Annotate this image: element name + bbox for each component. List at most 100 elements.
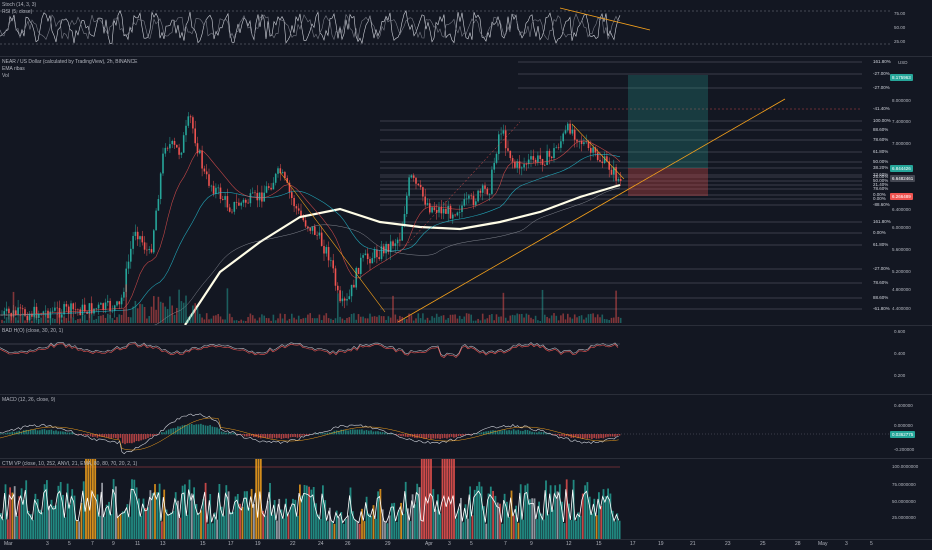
price-tick: 6.400000 (892, 207, 911, 212)
fib-level-label: 88.60% (873, 295, 889, 300)
ctm-canvas (0, 459, 621, 539)
ctm-line (0, 488, 620, 524)
time-axis-label: Apr (425, 541, 433, 547)
pane-separator[interactable] (0, 325, 932, 326)
time-axis-label: May (818, 541, 828, 547)
macd-value-badge: 0.0362775 (890, 431, 916, 438)
time-axis-label: 3 (448, 541, 451, 547)
ctm-tick: 100.0000000 (892, 464, 919, 469)
long-position-target-zone[interactable] (628, 75, 708, 168)
macd-signal-line (0, 417, 619, 451)
time-axis-label: 24 (318, 541, 324, 547)
price-tick: 7.400000 (892, 119, 911, 124)
time-axis-label: 28 (795, 541, 801, 547)
ema-200-line (184, 183, 621, 325)
volume-legend[interactable]: Vol (2, 73, 9, 79)
fib-level-label: -27.00% (873, 85, 890, 90)
fib-level-label: -27.00% (873, 71, 890, 76)
pane-separator[interactable] (0, 539, 932, 540)
stoch-tick-25: 25.00 (894, 39, 906, 44)
stoch-tick-75: 75.00 (894, 11, 906, 16)
bad-indicator-canvas (0, 341, 620, 358)
stoch-legend-line: Stoch (14, 3, 3) (2, 2, 37, 8)
time-axis-label: 3 (845, 541, 848, 547)
price-chart-pane[interactable]: NEAR / US Dollar (calculated by TradingV… (0, 57, 891, 325)
fib-level-label: -41.40% (873, 106, 890, 111)
price-chart-canvas (0, 61, 862, 325)
time-axis-label: 17 (630, 541, 636, 547)
fib-level-label: 0.00% (873, 196, 886, 201)
macd-tick: 0.000000 (894, 423, 913, 428)
price-tick: 8.000000 (892, 98, 911, 103)
macd-legend[interactable]: MACD (12, 26, close, 9) (2, 397, 56, 403)
ctm-scale[interactable]: 100.0000000 75.0000000 50.0000000 25.000… (890, 459, 932, 539)
time-axis-label: 5 (870, 541, 873, 547)
price-tick: 5.200000 (892, 269, 911, 274)
time-axis-label: 5 (68, 541, 71, 547)
time-axis-label: 13 (160, 541, 166, 547)
price-tick: 4.400000 (892, 306, 911, 311)
fib-level-label: -88.60% (873, 202, 890, 207)
time-axis-label: 19 (658, 541, 664, 547)
stoch-rsi-scale[interactable]: 75.00 50.00 25.00 (890, 0, 932, 56)
candlestick-series (1, 112, 622, 325)
ema-legend[interactable]: EMA ribas (2, 66, 25, 72)
fib-level-label: 61.80% (873, 149, 889, 154)
price-tick: 5.600000 (892, 247, 911, 252)
time-axis[interactable]: Mar 3 5 7 9 11 13 15 17 19 22 24 26 29 Apr 3 5 7 9 12 15 17 19… (0, 539, 890, 550)
macd-histogram (0, 423, 621, 445)
stoch-d-line (0, 13, 621, 41)
time-axis-label: 9 (112, 541, 115, 547)
stoch-rsi-pane[interactable]: Stoch (14, 3, 3) RSI (5, close) (0, 0, 890, 56)
fib-level-label: 100.00% (873, 118, 891, 123)
fib-level-label: -27.00% (873, 266, 890, 271)
macd-pane[interactable]: MACD (12, 26, close, 9) (0, 395, 890, 458)
fib-level-label: 21.40% (873, 182, 889, 187)
ascending-trendline[interactable] (397, 98, 786, 323)
bad-line (0, 341, 619, 357)
stoch-trendline (559, 7, 651, 31)
ctm-legend[interactable]: CTM VP (close, 10, 252, ANVI, 21, EMA, 8… (2, 461, 138, 467)
pane-separator[interactable] (0, 394, 932, 395)
macd-tick: -0.200000 (894, 447, 915, 452)
entry-price-badge: 6.6482461 (890, 175, 916, 182)
macd-scale[interactable]: 0.400000 0.000000 0.0362775 -0.200000 (890, 395, 932, 458)
fib-retracement-lines (380, 61, 862, 310)
stop-price-badge: 6.266489 (890, 193, 913, 200)
volume-bars (1, 284, 622, 323)
descending-trendline-1[interactable] (279, 171, 386, 313)
fib-level-label: 78.60% (873, 186, 889, 191)
pane-separator[interactable] (0, 458, 932, 459)
descending-trendline-2[interactable] (571, 123, 625, 180)
fib-level-label: 38.20% (873, 165, 889, 170)
time-axis-label: 7 (504, 541, 507, 547)
fib-level-label: 50.00% (873, 178, 889, 183)
bad-tick: 0.400 (894, 351, 906, 356)
bad-scale[interactable]: 0.600 0.400 0.200 (890, 326, 932, 394)
fib-level-label: 78.60% (873, 280, 889, 285)
ema-300-line (154, 187, 621, 325)
bad-indicator-pane[interactable]: BAD H(O) (close, 30, 20, 1) (0, 326, 890, 394)
ctm-volume-bars (0, 459, 621, 539)
time-axis-label: 29 (385, 541, 391, 547)
fib-anchor-line (399, 121, 521, 253)
bad-legend[interactable]: BAD H(O) (close, 30, 20, 1) (2, 328, 64, 334)
price-tick: 6.000000 (892, 225, 911, 230)
fib-level-label: 161.80% (873, 219, 891, 224)
time-axis-label: 12 (566, 541, 572, 547)
fib-level-label: -61.80% (873, 306, 890, 311)
ctm-indicator-pane[interactable]: CTM VP (close, 10, 252, ANVI, 21, EMA, 8… (0, 459, 890, 539)
time-axis-label: Mar (4, 541, 13, 547)
fib-level-label: 50.00% (873, 159, 889, 164)
price-scale[interactable]: USD 8.000000 7.400000 7.000000 6.400000 … (890, 57, 932, 325)
stoch-tick-50: 50.00 (894, 25, 906, 30)
last-price-badge: 6.844426 (890, 165, 913, 172)
price-tick: 7.000000 (892, 141, 911, 146)
fib-level-label: 25.00% (873, 174, 889, 179)
long-position-stop-zone[interactable] (628, 168, 708, 196)
time-axis-label: 15 (200, 541, 206, 547)
time-axis-label: 9 (530, 541, 533, 547)
pane-separator[interactable] (0, 56, 932, 57)
bad-tick: 0.200 (894, 373, 906, 378)
symbol-title[interactable]: NEAR / US Dollar (calculated by TradingV… (2, 59, 138, 65)
